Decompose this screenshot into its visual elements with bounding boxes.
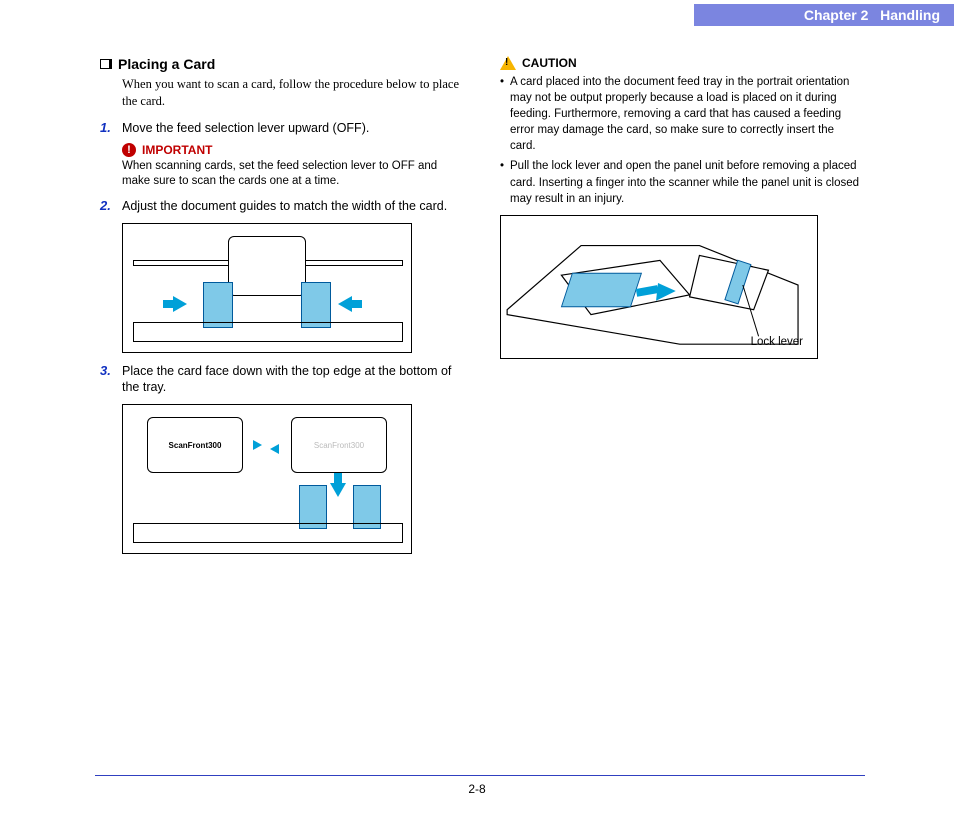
section-intro: When you want to scan a card, follow the… bbox=[122, 76, 460, 110]
lock-lever-label: Lock lever bbox=[751, 336, 803, 348]
card-back: ScanFront300 bbox=[291, 417, 387, 473]
section-heading: Placing a Card bbox=[100, 56, 460, 72]
step-1: 1. Move the feed selection lever upward … bbox=[100, 120, 460, 137]
step-text: Move the feed selection lever upward (OF… bbox=[122, 120, 369, 137]
important-icon: ! bbox=[122, 143, 136, 157]
card-back-label: ScanFront300 bbox=[314, 441, 364, 450]
footer-rule bbox=[95, 775, 865, 777]
step-number: 2. bbox=[100, 198, 122, 215]
chapter-number: Chapter 2 bbox=[804, 7, 869, 23]
tray-base bbox=[133, 523, 403, 543]
chapter-header: Chapter 2 Handling bbox=[694, 4, 954, 26]
card-outline bbox=[228, 236, 306, 296]
caution-bullet: Pull the lock lever and open the panel u… bbox=[500, 158, 860, 206]
swap-arrows-icon bbox=[253, 440, 279, 454]
page-content: Placing a Card When you want to scan a c… bbox=[100, 56, 860, 564]
step-2: 2. Adjust the document guides to match t… bbox=[100, 198, 460, 215]
arrow-left-icon bbox=[338, 296, 352, 312]
tray-base bbox=[133, 322, 403, 342]
important-callout-header: ! IMPORTANT bbox=[122, 143, 460, 157]
arrow-right-icon bbox=[173, 296, 187, 312]
arrow-down-icon bbox=[330, 483, 346, 497]
figure-facedown: ScanFront300 ScanFront300 bbox=[122, 404, 412, 554]
section-title: Placing a Card bbox=[118, 56, 215, 72]
section-bullet-icon bbox=[100, 59, 112, 69]
important-label: IMPORTANT bbox=[142, 143, 212, 157]
warning-icon bbox=[500, 56, 516, 70]
caution-label: CAUTION bbox=[522, 56, 577, 70]
caution-callout-header: CAUTION bbox=[500, 56, 860, 70]
chapter-title: Handling bbox=[880, 7, 940, 23]
step-number: 1. bbox=[100, 120, 122, 137]
step-number: 3. bbox=[100, 363, 122, 397]
caution-bullet: A card placed into the document feed tra… bbox=[500, 74, 860, 154]
card-front: ScanFront300 bbox=[147, 417, 243, 473]
figure-guides bbox=[122, 223, 412, 353]
step-text: Place the card face down with the top ed… bbox=[122, 363, 460, 397]
page-number: 2-8 bbox=[0, 782, 954, 796]
card-shape bbox=[561, 273, 641, 307]
caution-bullets: A card placed into the document feed tra… bbox=[500, 74, 860, 207]
step-text: Adjust the document guides to match the … bbox=[122, 198, 447, 215]
card-front-label: ScanFront300 bbox=[169, 441, 222, 450]
right-column: CAUTION A card placed into the document … bbox=[500, 56, 860, 564]
figure-lock-lever: Lock lever bbox=[500, 215, 818, 359]
left-column: Placing a Card When you want to scan a c… bbox=[100, 56, 460, 564]
step-3: 3. Place the card face down with the top… bbox=[100, 363, 460, 397]
important-body: When scanning cards, set the feed select… bbox=[122, 159, 460, 190]
